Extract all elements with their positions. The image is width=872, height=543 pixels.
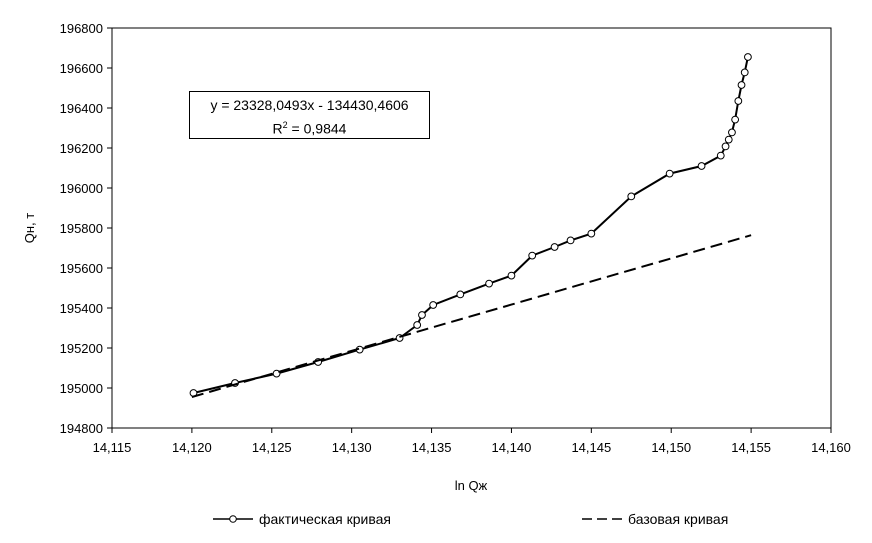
x-axis-label: ln Qж <box>455 478 488 493</box>
y-tick-label: 196000 <box>60 181 103 196</box>
x-tick-label: 14,130 <box>332 440 372 455</box>
r-squared-value: = 0,9844 <box>287 120 347 137</box>
data-point <box>485 279 493 288</box>
x-tick-label: 14,150 <box>651 440 691 455</box>
regression-equation: y = 23328,0493x - 134430,4606 <box>210 97 409 113</box>
data-point <box>413 321 422 329</box>
x-tick-label: 14,120 <box>172 440 212 455</box>
data-point <box>728 128 736 137</box>
data-point <box>665 169 674 178</box>
r-squared-prefix: R <box>272 120 283 137</box>
y-tick-label: 196400 <box>60 101 103 116</box>
x-tick-label: 14,115 <box>93 440 132 455</box>
y-tick-label: 195600 <box>60 261 103 276</box>
data-point <box>737 81 746 89</box>
r-squared-exponent: 2 <box>282 120 288 130</box>
series-line-base <box>191 234 752 398</box>
legend-marker-base <box>582 518 622 520</box>
data-point <box>740 68 749 77</box>
y-axis: 194800 195000 195200 195400 195600 195800 1960… <box>60 21 112 436</box>
legend-item-actual: фактическая кривая <box>213 511 391 527</box>
legend-marker-actual <box>213 515 253 523</box>
series-layer <box>189 53 752 398</box>
legend-label-actual: фактическая кривая <box>259 511 391 527</box>
x-tick-label: 14,155 <box>731 440 771 455</box>
data-point <box>418 311 426 319</box>
y-tick-label: 196600 <box>60 61 103 76</box>
data-point <box>724 135 733 144</box>
series-line-actual <box>193 56 749 394</box>
x-axis: 14,115 14,120 14,125 14,130 14,135 14,140 14,1… <box>93 428 851 455</box>
legend-item-base: базовая кривая <box>582 511 728 527</box>
data-point <box>272 369 281 378</box>
data-point <box>697 162 706 170</box>
x-tick-label: 14,160 <box>811 440 851 455</box>
y-tick-label: 195000 <box>60 381 103 396</box>
data-point <box>734 97 743 105</box>
data-point <box>550 243 559 251</box>
x-tick-label: 14,125 <box>252 440 292 455</box>
data-point <box>507 271 516 280</box>
regression-equation-box: y = 23328,0493x - 134430,4606 R2 = 0,984… <box>189 91 430 139</box>
data-point <box>716 151 725 160</box>
r-squared: R2 = 0,9844 <box>190 115 429 139</box>
data-point <box>721 142 730 151</box>
x-tick-label: 14,145 <box>571 440 611 455</box>
data-point <box>731 115 740 124</box>
x-tick-label: 14,140 <box>492 440 532 455</box>
data-point <box>744 53 752 61</box>
data-point <box>566 236 575 245</box>
x-tick-label: 14,135 <box>412 440 452 455</box>
data-point <box>587 229 596 238</box>
y-tick-label: 196800 <box>60 21 103 36</box>
y-axis-label: Qн, т <box>22 213 37 244</box>
y-tick-label: 196200 <box>60 141 103 156</box>
y-tick-label: 195400 <box>60 301 103 316</box>
y-tick-label: 195800 <box>60 221 103 236</box>
plot-area <box>111 27 832 429</box>
data-point <box>456 290 465 299</box>
y-tick-label: 195200 <box>60 341 103 356</box>
data-point <box>429 301 438 309</box>
legend-label-base: базовая кривая <box>628 511 729 527</box>
data-point <box>528 251 537 260</box>
data-point <box>627 192 636 201</box>
y-tick-label: 194800 <box>60 421 103 436</box>
